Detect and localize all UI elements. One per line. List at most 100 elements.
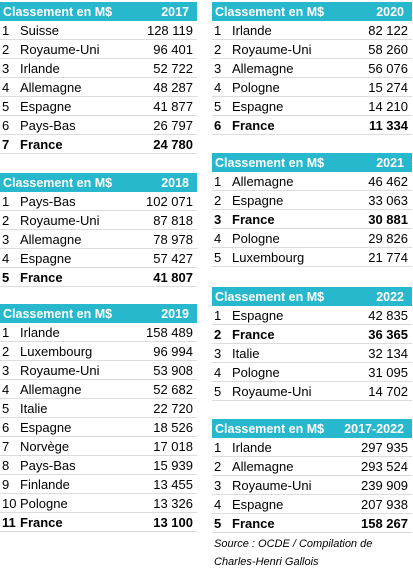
table-rows: 1 Espagne 42 835 2 France 36 365 3 Italie 32 134… <box>212 306 412 401</box>
table-row: 3 Italie 32 134 <box>212 344 412 363</box>
country-cell: Norvège <box>20 438 70 454</box>
table-row: 2 Allemagne 293 524 <box>212 457 412 476</box>
table-row: 3 Allemagne 56 076 <box>212 59 412 78</box>
country-cell: Espagne <box>232 98 284 114</box>
table-row: 4 Pologne 31 095 <box>212 363 412 382</box>
rank-cell: 5 <box>2 269 10 285</box>
table-2017-2022: Classement en M$ 2017-2022 1 Irlande 297 9… <box>212 419 412 533</box>
table-header: Classement en M$ 2020 <box>212 2 412 21</box>
country-cell: Espagne <box>232 496 284 512</box>
table-2019: Classement en M$ 2019 1 Irlande 158 489 2 Lu… <box>0 304 197 532</box>
country-cell: France <box>232 211 275 227</box>
country-cell: Irlande <box>232 22 272 38</box>
rank-cell: 3 <box>214 477 222 493</box>
value-cell: 46 462 <box>368 173 408 189</box>
value-cell: 24 780 <box>153 136 193 152</box>
table-2017: Classement en M$ 2017 1 Suisse 128 119 2 Roy… <box>0 2 197 154</box>
table-row: 5 Italie 22 720 <box>0 399 197 418</box>
value-cell: 15 274 <box>368 79 408 95</box>
table-row: 6 Pays-Bas 26 797 <box>0 116 197 135</box>
rank-cell: 9 <box>2 476 10 492</box>
table-row: 1 Allemagne 46 462 <box>212 172 412 191</box>
rank-cell: 5 <box>214 98 222 114</box>
table-rows: 1 Irlande 297 935 2 Allemagne 293 524 3 Royaume… <box>212 438 412 533</box>
table-rows: 1 Irlande 82 122 2 Royaume-Uni 58 260 3 Allemag… <box>212 21 412 135</box>
value-cell: 239 909 <box>361 477 408 493</box>
country-cell: Royaume-Uni <box>232 383 312 399</box>
country-cell: Luxembourg <box>20 343 93 359</box>
table-year: 2021 <box>376 155 404 170</box>
table-rows: 1 Pays-Bas 102 071 2 Royaume-Uni 87 818 3 Allem… <box>0 192 197 287</box>
table-2020: Classement en M$ 2020 1 Irlande 82 122 2 Roy… <box>212 2 412 135</box>
value-cell: 82 122 <box>368 22 408 38</box>
table-header: Classement en M$ 2018 <box>0 173 197 192</box>
value-cell: 41 807 <box>153 269 193 285</box>
rank-cell: 7 <box>2 438 10 454</box>
rank-cell: 7 <box>2 136 10 152</box>
country-cell: Pologne <box>232 364 280 380</box>
value-cell: 53 908 <box>153 362 193 378</box>
table-2018: Classement en M$ 2018 1 Pays-Bas 102 071 2 R… <box>0 173 197 287</box>
table-title: Classement en M$ <box>215 155 325 170</box>
rank-cell: 2 <box>214 41 222 57</box>
rank-cell: 4 <box>2 79 10 95</box>
value-cell: 18 526 <box>153 419 193 435</box>
table-row: 2 Luxembourg 96 994 <box>0 342 197 361</box>
value-cell: 87 818 <box>153 212 193 228</box>
table-row: 1 Irlande 158 489 <box>0 323 197 342</box>
value-cell: 56 076 <box>368 60 408 76</box>
value-cell: 48 287 <box>153 79 193 95</box>
table-rows: 1 Allemagne 46 462 2 Espagne 33 063 3 France 30 … <box>212 172 412 267</box>
value-cell: 14 210 <box>368 98 408 114</box>
country-cell: Italie <box>232 345 260 361</box>
value-cell: 41 877 <box>153 98 193 114</box>
table-row: 2 Royaume-Uni 87 818 <box>0 211 197 230</box>
value-cell: 13 455 <box>153 476 193 492</box>
table-header: Classement en M$ 2021 <box>212 153 412 172</box>
table-row: 5 Espagne 14 210 <box>212 97 412 116</box>
value-cell: 158 267 <box>361 515 408 531</box>
rank-cell: 3 <box>214 211 222 227</box>
rank-cell: 4 <box>214 230 222 246</box>
value-cell: 36 365 <box>368 326 408 342</box>
table-2021: Classement en M$ 2021 1 Allemagne 46 462 2 E… <box>212 153 412 267</box>
country-cell: France <box>232 117 275 133</box>
country-cell: France <box>20 514 63 530</box>
value-cell: 22 720 <box>153 400 193 416</box>
value-cell: 293 524 <box>361 458 408 474</box>
table-row: 5 Espagne 41 877 <box>0 97 197 116</box>
country-cell: Finlande <box>20 476 70 492</box>
table-row: 5 Luxembourg 21 774 <box>212 248 412 267</box>
country-cell: Royaume-Uni <box>232 41 312 57</box>
source-note: Source : OCDE / Compilation de Charles-H… <box>214 535 410 571</box>
table-2022: Classement en M$ 2022 1 Espagne 42 835 2 Fra… <box>212 287 412 401</box>
table-year: 2017 <box>161 4 189 19</box>
rank-cell: 5 <box>214 383 222 399</box>
rank-cell: 2 <box>2 212 10 228</box>
table-row: 6 Espagne 18 526 <box>0 418 197 437</box>
table-title: Classement en M$ <box>3 306 113 321</box>
country-cell: Espagne <box>232 192 284 208</box>
table-row: 1 Suisse 128 119 <box>0 21 197 40</box>
table-year: 2019 <box>161 306 189 321</box>
table-year: 2020 <box>376 4 404 19</box>
table-row: 10 Pologne 13 326 <box>0 494 197 513</box>
rank-cell: 6 <box>2 419 10 435</box>
country-cell: Irlande <box>232 439 272 455</box>
table-row: 5 France 158 267 <box>212 514 412 533</box>
table-title: Classement en M$ <box>215 289 325 304</box>
rank-cell: 6 <box>214 117 222 133</box>
value-cell: 15 939 <box>153 457 193 473</box>
value-cell: 32 134 <box>368 345 408 361</box>
table-year: 2022 <box>376 289 404 304</box>
value-cell: 297 935 <box>361 439 408 455</box>
rank-cell: 11 <box>2 514 16 530</box>
value-cell: 13 326 <box>153 495 193 511</box>
value-cell: 29 826 <box>368 230 408 246</box>
table-row: 2 Espagne 33 063 <box>212 191 412 210</box>
rank-cell: 1 <box>214 307 222 323</box>
country-cell: Pologne <box>232 230 280 246</box>
value-cell: 26 797 <box>153 117 193 133</box>
source-line: Source : OCDE / Compilation de <box>214 538 373 550</box>
table-row: 2 France 36 365 <box>212 325 412 344</box>
